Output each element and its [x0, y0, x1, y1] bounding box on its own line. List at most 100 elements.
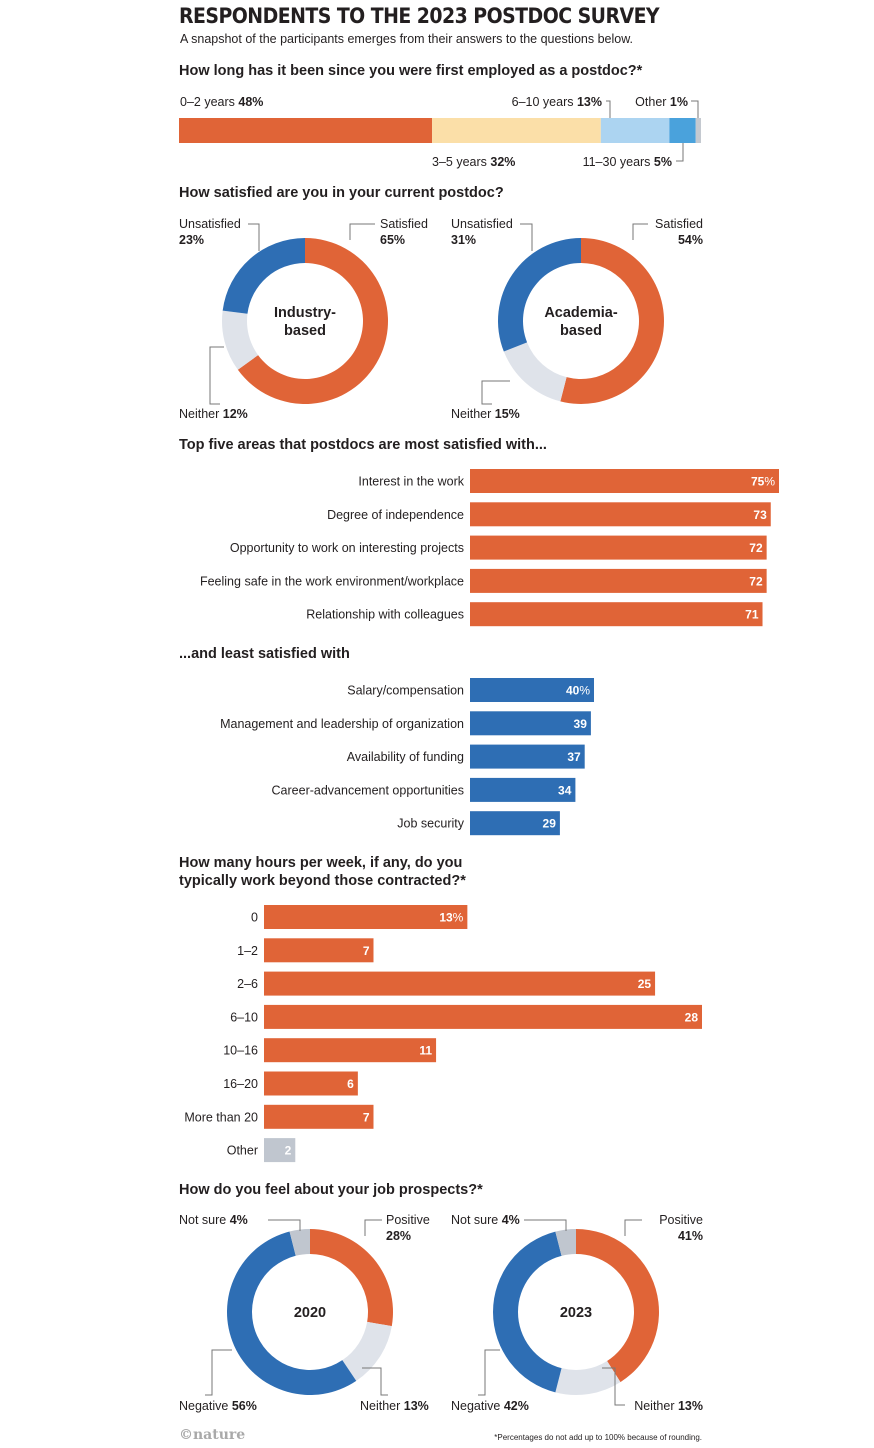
industry-label-satisfied: Satisfied — [380, 217, 428, 231]
hours-bar-16-20 — [264, 1071, 358, 1096]
academia-label-satisfied: Satisfied — [655, 217, 703, 231]
tenure-label-other: Other 1% — [635, 95, 688, 109]
least-value-career-advancement-opportunities: 34 — [558, 783, 572, 797]
leader-line — [349, 223, 375, 240]
top-bar-degree-of-independence — [470, 502, 771, 527]
prospects2020-label-positive: Positive — [386, 1213, 430, 1227]
tenure-label-11-30-years: 11–30 years 5% — [583, 155, 672, 169]
prospects2020-value-positive: 28% — [386, 1229, 411, 1243]
top-category-relationship-with-colleagues: Relationship with colleagues — [306, 608, 464, 622]
tenure-segment-11-30-years — [669, 118, 696, 143]
least-bar-availability-of-funding — [470, 744, 585, 769]
leader-line — [209, 346, 224, 405]
leader-line — [676, 143, 684, 162]
hours-question-line1: How many hours per week, if any, do you — [179, 855, 463, 871]
tenure-segment-0-2-years — [179, 118, 433, 143]
industry-label-unsatisfied: Unsatisfied — [179, 217, 241, 231]
prospects-2023-donut-chart: 2023 Positive 41% Not sure 4% Negative 42% Ne… — [451, 1213, 703, 1413]
page-title: RESPONDENTS TO THE 2023 POSTDOC SURVEY — [179, 4, 660, 28]
hours-category-more-than-20: More than 20 — [184, 1110, 258, 1124]
top-bar-opportunity-to-work-on-interesting-projects — [470, 535, 767, 560]
academia-donut-chart: Academia-based Satisfied 54% Unsatisfied 31%… — [451, 217, 703, 421]
prospects2023-slice-not-sure — [555, 1229, 576, 1256]
tenure-label-6-10-years: 6–10 years 13% — [512, 95, 602, 109]
prospects2023-center-label: 2023 — [560, 1305, 592, 1321]
leader-line — [632, 223, 648, 240]
industry-slice-unsatisfied — [222, 238, 305, 314]
hours-category-16-20: 16–20 — [223, 1077, 258, 1091]
hours-bar-2-6 — [264, 971, 656, 996]
hours-bar-1-2 — [264, 938, 374, 963]
prospects-question: How do you feel about your job prospects… — [179, 1182, 483, 1198]
hours-category-6-10: 6–10 — [230, 1010, 258, 1024]
top-bar-relationship-with-colleagues — [470, 602, 763, 627]
leader-line — [481, 380, 510, 405]
industry-value-unsatisfied: 23% — [179, 233, 204, 247]
top-value-feeling-safe-in-the-work-environment-workplace: 72 — [749, 574, 763, 588]
industry-center-label: based — [284, 323, 326, 339]
hours-bar-6-10 — [264, 1004, 702, 1029]
top-category-opportunity-to-work-on-interesting-projects: Opportunity to work on interesting proje… — [230, 541, 464, 555]
prospects2023-slice-negative — [493, 1231, 562, 1393]
hours-category-other: Other — [227, 1144, 258, 1158]
least-category-salary-compensation: Salary/compensation — [347, 684, 464, 698]
least-bar-salary-compensation — [470, 678, 594, 702]
leader-line — [478, 1349, 500, 1396]
leader-line — [364, 1219, 382, 1236]
academia-value-unsatisfied: 31% — [451, 233, 476, 247]
tenure-segment-3-5-years — [432, 118, 601, 143]
prospects2020-slice-positive — [310, 1229, 393, 1327]
prospects2023-label-not-sure: Not sure 4% — [451, 1213, 520, 1227]
industry-donut-chart: Industry-based Satisfied 65% Unsatisfied 23%… — [179, 217, 428, 421]
prospects2020-label-neither: Neither 13% — [360, 1399, 429, 1413]
prospects2020-slice-neither — [342, 1321, 392, 1381]
least-bar-management-and-leadership-of-organization — [470, 711, 591, 736]
page-subtitle: A snapshot of the participants emerges f… — [180, 32, 634, 46]
hours-value-0: 13% — [439, 911, 463, 925]
top-category-degree-of-independence: Degree of independence — [327, 508, 464, 522]
leader-line — [520, 223, 533, 251]
leader-line — [691, 100, 699, 118]
least-bar-job-security — [470, 811, 560, 836]
hours-value-other: 2 — [285, 1144, 292, 1158]
top-value-degree-of-independence: 73 — [753, 508, 767, 522]
academia-center-label: Academia- — [544, 305, 618, 321]
top-areas-chart: Interest in the work 75% Degree of indepen… — [200, 469, 779, 627]
least-category-availability-of-funding: Availability of funding — [347, 750, 464, 764]
hours-bar-0 — [264, 905, 468, 929]
prospects-2020-donut-chart: 2020 Positive 28% Not sure 4% Negative 56% Ne… — [179, 1213, 430, 1413]
least-value-salary-compensation: 40% — [566, 684, 590, 698]
prospects2020-slice-not-sure — [289, 1229, 310, 1256]
top-bar-feeling-safe-in-the-work-environment-workplace — [470, 568, 767, 593]
tenure-label-3-5-years: 3–5 years 32% — [432, 155, 515, 169]
industry-center-label: Industry- — [274, 305, 336, 321]
industry-slice-satisfied — [237, 238, 388, 404]
prospects2023-label-negative: Negative 42% — [451, 1399, 529, 1413]
tenure-label-0-2-years: 0–2 years 48% — [180, 95, 263, 109]
top-category-interest-in-the-work: Interest in the work — [358, 475, 464, 489]
hours-value-2-6: 25 — [638, 977, 652, 991]
top-value-interest-in-the-work: 75% — [751, 475, 775, 489]
prospects2020-center-label: 2020 — [294, 1305, 326, 1321]
top-value-relationship-with-colleagues: 71 — [745, 608, 759, 622]
hours-bar-more-than-20 — [264, 1104, 374, 1129]
academia-center-label: based — [560, 323, 602, 339]
prospects2020-label-negative: Negative 56% — [179, 1399, 257, 1413]
hours-category-1-2: 1–2 — [237, 944, 258, 958]
tenure-segment-6-10-years — [600, 118, 670, 143]
prospects2020-label-not-sure: Not sure 4% — [179, 1213, 248, 1227]
least-value-job-security: 29 — [543, 817, 557, 831]
top-value-opportunity-to-work-on-interesting-projects: 72 — [749, 541, 763, 555]
tenure-chart: 0–2 years 48% 3–5 years 32% 6–10 years 13%… — [179, 95, 701, 169]
least-areas-chart: Salary/compensation 40% Management and lea… — [220, 678, 594, 836]
hours-category-10-16: 10–16 — [223, 1044, 258, 1058]
hours-category-0: 0 — [251, 911, 258, 925]
leader-line — [248, 223, 260, 251]
hours-chart: 0 13% 1–2 7 2–6 25 6–10 28 10–16 11 16–20 6 More tha… — [184, 905, 702, 1163]
leader-line — [602, 1367, 625, 1406]
leader-line — [268, 1219, 301, 1231]
footnote: *Percentages do not add up to 100% becau… — [494, 1433, 702, 1442]
tenure-question: How long has it been since you were firs… — [179, 63, 643, 79]
least-value-management-and-leadership-of-organization: 39 — [574, 717, 588, 731]
hours-value-more-than-20: 7 — [363, 1110, 370, 1124]
